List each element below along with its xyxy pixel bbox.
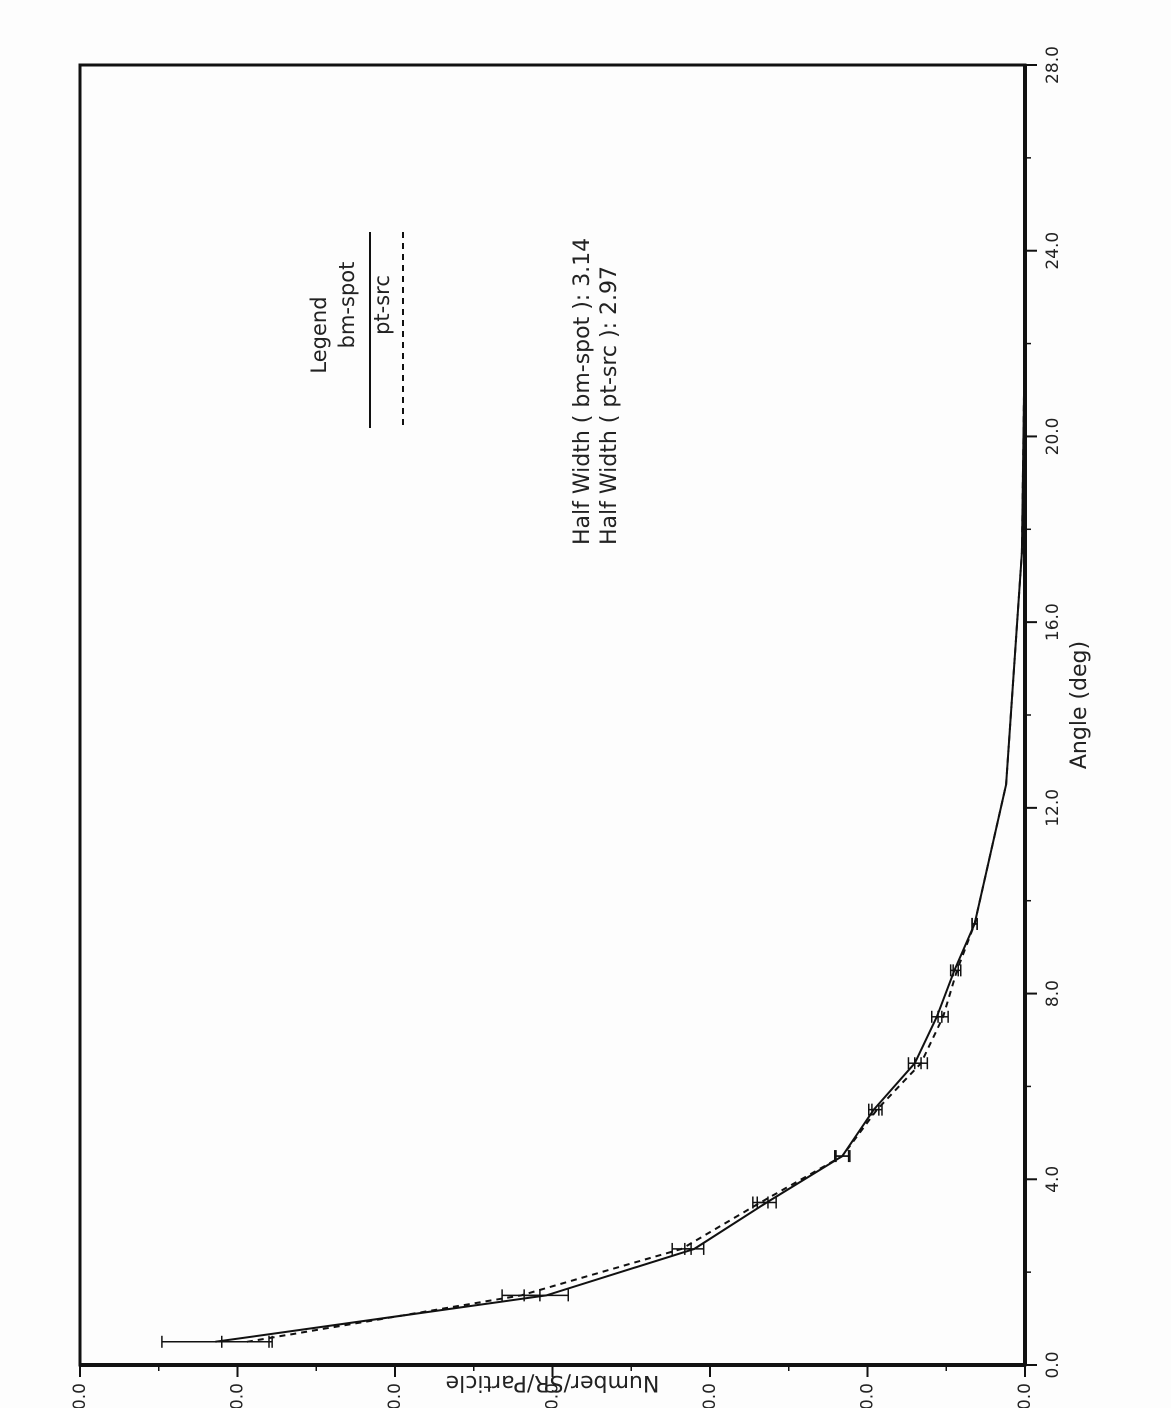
y-tick-label: 500.0 xyxy=(700,1383,720,1408)
y-tick-label: 750.0 xyxy=(543,1383,563,1408)
legend-entry-pt-src: pt-src xyxy=(370,275,394,335)
y-tick-label: 250.0 xyxy=(858,1383,878,1408)
x-tick-label: 12.0 xyxy=(1043,789,1063,827)
legend-title: Legend xyxy=(307,296,331,373)
y-tick-label: 1500.0 xyxy=(70,1383,90,1408)
annotations: Half Width ( bm-spot ): 3.14 Half Width (… xyxy=(570,238,622,545)
x-tick-label: 20.0 xyxy=(1043,417,1063,455)
axis-titles: Angle (deg) Number/SR/Particle xyxy=(446,641,1092,1395)
x-tick-label: 24.0 xyxy=(1043,232,1063,270)
x-tick-label: 28.0 xyxy=(1043,46,1063,84)
plot-frame xyxy=(78,63,1027,1367)
y-axis-title: Number/SR/Particle xyxy=(446,1370,660,1395)
x-tick-label: 8.0 xyxy=(1043,980,1063,1007)
x-axis-title: Angle (deg) xyxy=(1067,641,1092,769)
plot-area-border xyxy=(78,63,1027,1367)
y-tick-label: 1250.0 xyxy=(228,1383,248,1408)
legend: Legend bm-spot pt-src xyxy=(307,232,404,428)
y-tick-label: 0.0 xyxy=(1015,1383,1035,1408)
half-width-pt-src: Half Width ( pt-src ): 2.97 xyxy=(597,266,622,545)
half-width-bm-spot: Half Width ( bm-spot ): 3.14 xyxy=(570,238,595,545)
data-series xyxy=(161,320,1026,1348)
x-tick-label: 0.0 xyxy=(1043,1351,1063,1378)
series-line-pt-src xyxy=(246,320,1026,1343)
legend-entry-bm-spot: bm-spot xyxy=(335,262,359,349)
x-tick-label: 16.0 xyxy=(1043,603,1063,641)
tick-labels: 0.0 4.0 8.0 12.0 16.0 20.0 24.0 28.0 0.0 250.0 500… xyxy=(70,46,1063,1408)
axis-ticks xyxy=(79,64,1037,1377)
x-tick-label: 4.0 xyxy=(1043,1166,1063,1193)
y-tick-label: 1000.0 xyxy=(385,1383,405,1408)
